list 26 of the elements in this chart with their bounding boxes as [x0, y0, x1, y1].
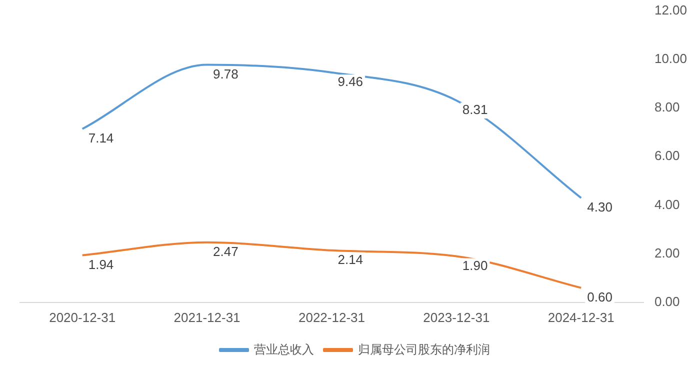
y-tick-label: 6.00 [654, 148, 680, 164]
data-label: 1.94 [88, 256, 114, 272]
data-label: 7.14 [88, 130, 114, 146]
data-label: 2.47 [213, 244, 238, 259]
data-label: 2.14 [338, 252, 364, 267]
y-tick-label: 4.00 [654, 196, 680, 212]
line-series [81, 64, 582, 199]
data-label: 9.78 [213, 66, 238, 82]
x-tick-label: 2022-12-31 [298, 310, 365, 325]
data-label: 0.60 [587, 289, 612, 304]
legend-label: 归属母公司股东的净利润 [358, 342, 490, 356]
data-label: 8.31 [462, 102, 488, 118]
x-tick-label: 2023-12-31 [423, 310, 490, 325]
x-tick-label: 2024-12-31 [548, 310, 614, 325]
y-tick-label: 12.00 [654, 2, 688, 18]
x-tick-label: 2020-12-31 [49, 310, 116, 325]
y-tick-label: 2.00 [654, 245, 680, 260]
legend-label: 营业总收入 [254, 342, 314, 356]
line-series [81, 241, 582, 289]
y-tick-label: 8.00 [654, 100, 680, 115]
x-tick-label: 2021-12-31 [174, 310, 240, 325]
y-tick-label: 10.00 [654, 50, 688, 66]
data-label: 9.46 [338, 74, 364, 90]
data-label: 4.30 [587, 199, 612, 214]
data-label: 1.90 [462, 258, 488, 273]
y-tick-label: 0.00 [654, 294, 680, 309]
